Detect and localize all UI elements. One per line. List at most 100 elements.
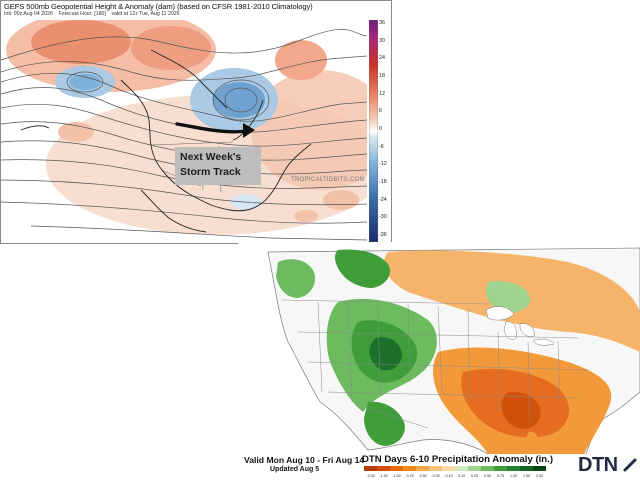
- state-borders: [317, 301, 561, 423]
- coastline-mexico: [140, 189, 207, 233]
- dtn-logo-slash: [623, 458, 637, 472]
- coastline-hudson: [150, 49, 228, 109]
- extreme-dry-anomaly: [501, 391, 541, 429]
- dtn-borders: [281, 299, 589, 429]
- lake-erie: [533, 338, 555, 346]
- strong-negative-anomaly-gulf-of-alaska: [69, 74, 101, 90]
- colorbar-gradient: [369, 20, 378, 242]
- legend-label: 2.00: [536, 474, 543, 478]
- storm-track-label-line1: Next Week's: [180, 151, 242, 163]
- storm-track-label-line2: Storm Track: [180, 166, 241, 178]
- legend-swatch: [481, 466, 494, 471]
- gefs-subtitle: Init: 00z Aug 04 2026 Forecast Hour: [18…: [4, 11, 180, 17]
- legend-swatch: [403, 466, 416, 471]
- height-contour: [1, 55, 367, 81]
- height-contour: [1, 29, 367, 61]
- legend-swatch: [533, 466, 546, 471]
- dtn-footer: Valid Mon Aug 10 - Fri Aug 14 Updated Au…: [238, 454, 640, 480]
- legend-swatch: [364, 466, 377, 471]
- us-canada-border: [150, 141, 234, 146]
- gefs-map: [1, 20, 367, 243]
- positive-anomaly-southeast: [323, 190, 359, 210]
- gefs-credit: TROPICALTIDBITS.COM: [291, 177, 365, 183]
- coastline-maritimes: [232, 99, 264, 141]
- colorbar-tick-label: 6: [379, 108, 382, 115]
- gefs-forecast-hour: Forecast Hour: [180]: [58, 11, 106, 17]
- legend-swatch: [507, 466, 520, 471]
- gefs-coastlines: [20, 49, 312, 233]
- gefs-title: GEFS 500mb Geopotential Height & Anomaly…: [4, 2, 313, 11]
- dry-anomaly-florida: [526, 431, 539, 449]
- storm-track-arrowhead: [243, 123, 255, 138]
- legend-label: 1.00: [510, 474, 517, 478]
- height-contour: [1, 103, 367, 147]
- legend-label: 0.50: [484, 474, 491, 478]
- lake-huron: [519, 323, 535, 337]
- dtn-logo-mark: [623, 458, 637, 472]
- colorbar-tick-label: -30: [379, 214, 387, 221]
- wet-anomaly-northwest: [276, 259, 316, 298]
- wet-anomaly-canada: [335, 249, 391, 288]
- us-canada-border: [281, 299, 489, 305]
- legend-label: -1.00: [392, 474, 400, 478]
- positive-anomaly-pacific: [58, 122, 94, 142]
- wet-anomaly-mexico: [364, 401, 405, 446]
- height-contour: [30, 225, 367, 241]
- gefs-colorbar: [369, 20, 378, 242]
- colorbar-tick-label: 24: [379, 55, 385, 62]
- height-contour: [1, 87, 367, 133]
- storm-track-line: [175, 122, 249, 134]
- legend-swatch: [468, 466, 481, 471]
- colorbar-tick-label: 18: [379, 73, 385, 79]
- gefs-panel: GEFS 500mb Geopotential Height & Anomaly…: [0, 0, 392, 244]
- coastline-west: [120, 79, 248, 212]
- dtn-panel: Valid Mon Aug 10 - Fri Aug 14 Updated Au…: [238, 242, 640, 480]
- colorbar-tick-label: 12: [379, 90, 385, 97]
- legend-swatch: [442, 466, 455, 471]
- colorbar-tick-label: -24: [379, 196, 387, 203]
- legend-swatch: [429, 466, 442, 471]
- lake-michigan: [503, 321, 517, 340]
- coastline-east: [246, 143, 312, 211]
- colorbar-tick-label: -18: [379, 179, 387, 185]
- legend-label: 0.25: [471, 474, 478, 478]
- legend-label: -0.25: [431, 474, 439, 478]
- legend-swatch: [455, 466, 468, 471]
- dtn-updated-date: Updated Aug 5: [270, 466, 320, 473]
- legend-label: -1.50: [379, 474, 387, 478]
- lake-superior: [485, 306, 515, 321]
- height-contour: [1, 72, 367, 122]
- height-contour-low-center: [224, 87, 258, 113]
- height-contour-low-alaska: [66, 71, 104, 93]
- height-contour: [1, 201, 367, 224]
- colorbar-tick-label: 36: [379, 20, 385, 26]
- dtn-anomaly-fields: [276, 249, 640, 454]
- dtn-logo: DTN: [578, 454, 638, 478]
- colorbar-tick-label: -36: [379, 232, 387, 238]
- dtn-water-bodies: [485, 306, 555, 346]
- colorbar-tick-label: -12: [379, 161, 387, 168]
- legend-label: 0.75: [497, 474, 504, 478]
- legend-swatch: [494, 466, 507, 471]
- gefs-init: Init: 00z Aug 04 2026: [4, 11, 53, 17]
- dtn-map: [238, 242, 640, 454]
- colorbar-tick-label: 0: [379, 126, 382, 132]
- positive-anomaly-baffin: [131, 26, 211, 70]
- storm-track-arrow: [175, 122, 255, 138]
- state-borders: [297, 331, 589, 399]
- colorbar-tick-label: 30: [379, 37, 385, 44]
- legend-label: 1.50: [523, 474, 530, 478]
- dtn-title: DTN Days 6-10 Precipitation Anomaly (in.…: [362, 454, 554, 465]
- legend-label: -0.75: [405, 474, 413, 478]
- legend-swatch: [390, 466, 403, 471]
- legend-label: -0.50: [418, 474, 426, 478]
- legend-swatch: [416, 466, 429, 471]
- dtn-legend: -2.00 -1.50 -1.00 -0.75 -0.50 -0.25 -0.10 0.10 0…: [364, 466, 546, 478]
- legend-label: 0.10: [458, 474, 465, 478]
- strong-positive-anomaly-north: [31, 20, 131, 64]
- positive-anomaly-caribbean: [294, 210, 318, 222]
- legend-label: -2.00: [366, 474, 374, 478]
- wet-anomaly-great-lakes: [485, 280, 531, 313]
- very-wet-anomaly-core: [369, 337, 402, 371]
- positive-anomaly-greenland: [275, 40, 327, 80]
